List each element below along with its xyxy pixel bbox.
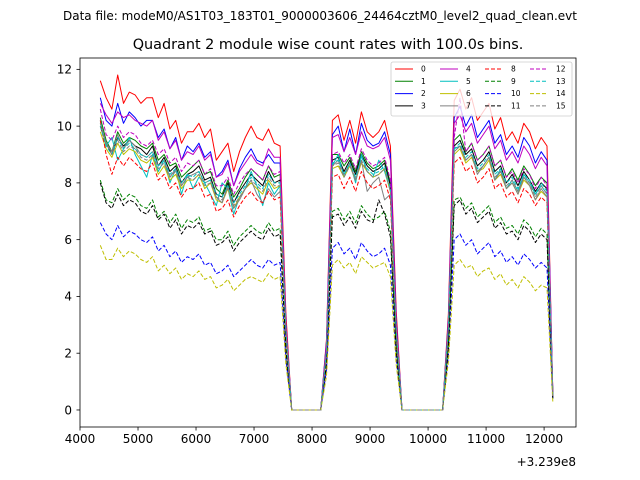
x-tick-label: 5000 [123,432,154,446]
legend-label-4: 4 [466,65,471,74]
axes: 4000 5000 6000 7000 8000 9000 10000 11000 12000 0… [57,57,577,446]
legend-label-9: 9 [511,77,516,86]
x-tick-label: 11000 [467,432,505,446]
y-tick-label: 2 [64,347,72,361]
legend-label-5: 5 [466,77,471,86]
plot-area [99,74,554,411]
legend-label-3: 3 [421,102,426,111]
x-tick-label: 7000 [239,432,270,446]
legend-label-11: 11 [511,102,521,111]
plot-frame [79,57,577,428]
series-line-11 [99,182,554,411]
y-tick-label: 4 [64,290,72,304]
x-tick-label: 12000 [525,432,563,446]
series-line-10 [99,222,554,411]
y-tick-label: 8 [64,176,72,190]
x-tick-label: 10000 [409,432,447,446]
legend-label-14: 14 [556,89,566,98]
legend-label-7: 7 [466,102,471,111]
legend-label-15: 15 [556,102,566,111]
legend-box [390,61,573,117]
x-tick-label: 8000 [297,432,328,446]
series-line-14 [99,245,554,411]
legend-label-8: 8 [511,65,516,74]
chart-title: Quadrant 2 module wise count rates with … [133,37,524,53]
series-line-15 [99,123,554,411]
x-tick-label: 4000 [65,432,96,446]
y-tick-label: 10 [57,119,72,133]
y-tick-label: 12 [57,63,72,77]
legend-label-6: 6 [466,89,471,98]
y-tick-label: 6 [64,233,72,247]
legend-label-0: 0 [421,65,426,74]
legend-label-1: 1 [421,77,426,86]
suptitle: Data file: modeM0/AS1T03_183T01_90000036… [63,9,577,23]
x-offset-label: +3.239e8 [517,455,576,469]
legend-label-2: 2 [421,89,426,98]
legend-label-13: 13 [556,77,566,86]
x-tick-label: 6000 [181,432,212,446]
legend-label-12: 12 [556,65,566,74]
legend-label-10: 10 [511,89,521,98]
y-tick-label: 0 [64,403,72,417]
x-tick-label: 9000 [355,432,386,446]
